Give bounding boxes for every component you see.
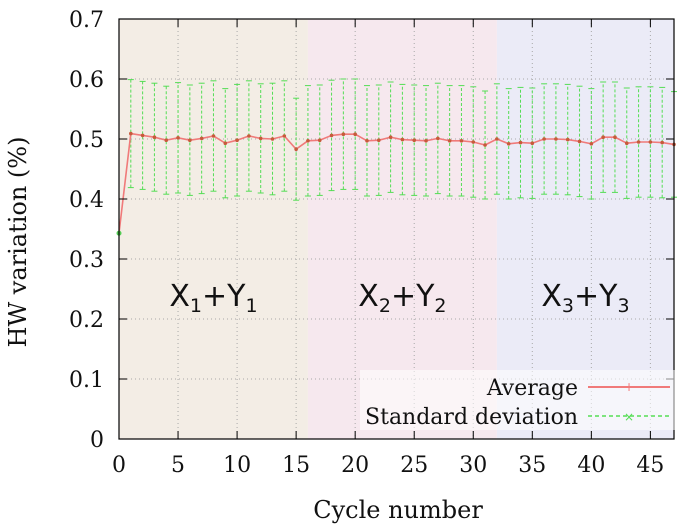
region-label-part: Y xyxy=(226,279,246,314)
average-point-33 xyxy=(506,142,511,146)
average-point-41 xyxy=(601,135,605,139)
average-point-43 xyxy=(624,141,629,145)
average-point-29 xyxy=(459,139,464,143)
region-label-subscript: 3 xyxy=(617,295,629,317)
x-tick-label-15: 15 xyxy=(282,453,310,478)
average-point-30 xyxy=(471,140,476,144)
average-point-14 xyxy=(282,134,287,138)
average-point-25 xyxy=(412,138,417,142)
average-point-6 xyxy=(188,138,192,142)
legend-background xyxy=(360,370,678,430)
region-label-subscript: 1 xyxy=(245,295,257,317)
region-label-1: X1+Y1 xyxy=(169,279,257,317)
region-bg-3 xyxy=(496,19,674,439)
x-tick-label-20: 20 xyxy=(341,453,369,478)
average-point-32 xyxy=(495,137,499,141)
y-axis-title: HW variation (%) xyxy=(4,137,32,348)
region-bg-1 xyxy=(119,19,308,439)
average-point-20 xyxy=(353,132,357,136)
region-label-part: Y xyxy=(415,279,435,314)
average-point-26 xyxy=(424,139,428,143)
average-point-12 xyxy=(258,136,263,141)
y-tick-label-0.2: 0.2 xyxy=(69,308,104,333)
x-axis-title: Cycle number xyxy=(313,496,483,524)
average-point-37 xyxy=(554,137,558,141)
x-tick-label-25: 25 xyxy=(400,453,428,478)
region-label-part: + xyxy=(202,279,227,314)
x-tick-label-35: 35 xyxy=(518,453,546,478)
region-label-part: X xyxy=(358,279,379,314)
plot-frame xyxy=(118,18,675,440)
y-tick-label-0.3: 0.3 xyxy=(69,248,104,273)
average-point-46 xyxy=(660,140,664,145)
average-point-34 xyxy=(518,140,523,145)
region-label-subscript: 1 xyxy=(190,295,202,317)
y-tick-label-0.4: 0.4 xyxy=(69,188,104,213)
region-label-part: X xyxy=(541,279,562,314)
legend-marker-std: × xyxy=(624,410,634,424)
average-point-38 xyxy=(565,137,570,142)
average-point-21 xyxy=(365,139,369,143)
average-point-1 xyxy=(129,131,133,136)
average-point-4 xyxy=(164,138,169,142)
average-point-11 xyxy=(247,134,251,138)
x-tick-label-5: 5 xyxy=(171,453,185,478)
plot-border xyxy=(118,18,675,440)
average-point-17 xyxy=(317,138,322,142)
x-tick-label-30: 30 xyxy=(459,453,487,478)
y-tick-label-0: 0 xyxy=(90,428,104,453)
average-point-8 xyxy=(211,134,216,138)
region-label-part: X xyxy=(169,279,190,314)
average-point-45 xyxy=(648,140,653,144)
average-point-36 xyxy=(542,137,546,141)
average-line xyxy=(116,131,676,236)
average-point-28 xyxy=(447,139,452,143)
average-point-44 xyxy=(636,140,641,144)
average-point-35 xyxy=(530,141,535,145)
average-point-13 xyxy=(270,137,275,141)
region-label-part: + xyxy=(574,279,599,314)
average-point-18 xyxy=(329,133,334,138)
average-point-16 xyxy=(306,139,310,143)
legend-label-average: Average xyxy=(486,376,578,401)
average-point-2 xyxy=(140,133,145,138)
x-tick-label-0: 0 xyxy=(112,453,126,478)
average-point-27 xyxy=(436,136,440,141)
axis-ticks: 0 5 10 15 20 25 30 35 40 45 0 0.1 0.2 0.3 0.4 0.5 0.6 0.7 xyxy=(69,8,674,478)
average-point-5 xyxy=(176,136,180,140)
average-point-23 xyxy=(388,135,393,139)
legend-label-std: Standard deviation xyxy=(365,405,578,430)
y-tick-label-0.5: 0.5 xyxy=(69,128,104,153)
x-tick-label-40: 40 xyxy=(577,453,605,478)
x-tick-label-45: 45 xyxy=(636,453,664,478)
average-point-40 xyxy=(589,142,594,146)
average-point-3 xyxy=(152,135,157,139)
region-label-3: X3+Y3 xyxy=(541,279,629,317)
average-point-42 xyxy=(613,135,617,139)
average-point-31 xyxy=(483,143,487,147)
average-point-24 xyxy=(400,137,405,142)
average-point-39 xyxy=(577,139,582,144)
average-point-7 xyxy=(199,136,204,141)
legend-marker-average: + xyxy=(624,380,634,394)
region-label-subscript: 2 xyxy=(434,295,446,317)
region-label-subscript: 3 xyxy=(562,295,574,317)
region-label-part: Y xyxy=(598,279,618,314)
y-tick-label-0.1: 0.1 xyxy=(69,368,104,393)
region-label-part: + xyxy=(391,279,416,314)
average-point-19 xyxy=(341,132,346,136)
average-point-10 xyxy=(235,138,239,142)
legend: Average + Standard deviation × xyxy=(360,370,678,430)
y-tick-label-0.7: 0.7 xyxy=(69,8,104,33)
x-tick-label-10: 10 xyxy=(223,453,251,478)
average-point-22 xyxy=(376,138,381,142)
y-tick-label-0.6: 0.6 xyxy=(69,68,104,93)
region-labels: X1+Y1 X2+Y2 X3+Y3 xyxy=(169,279,629,317)
average-point-9 xyxy=(223,141,228,145)
average-polyline xyxy=(118,132,675,234)
average-point-15 xyxy=(294,147,298,151)
region-label-2: X2+Y2 xyxy=(358,279,446,317)
region-label-subscript: 2 xyxy=(379,295,391,317)
